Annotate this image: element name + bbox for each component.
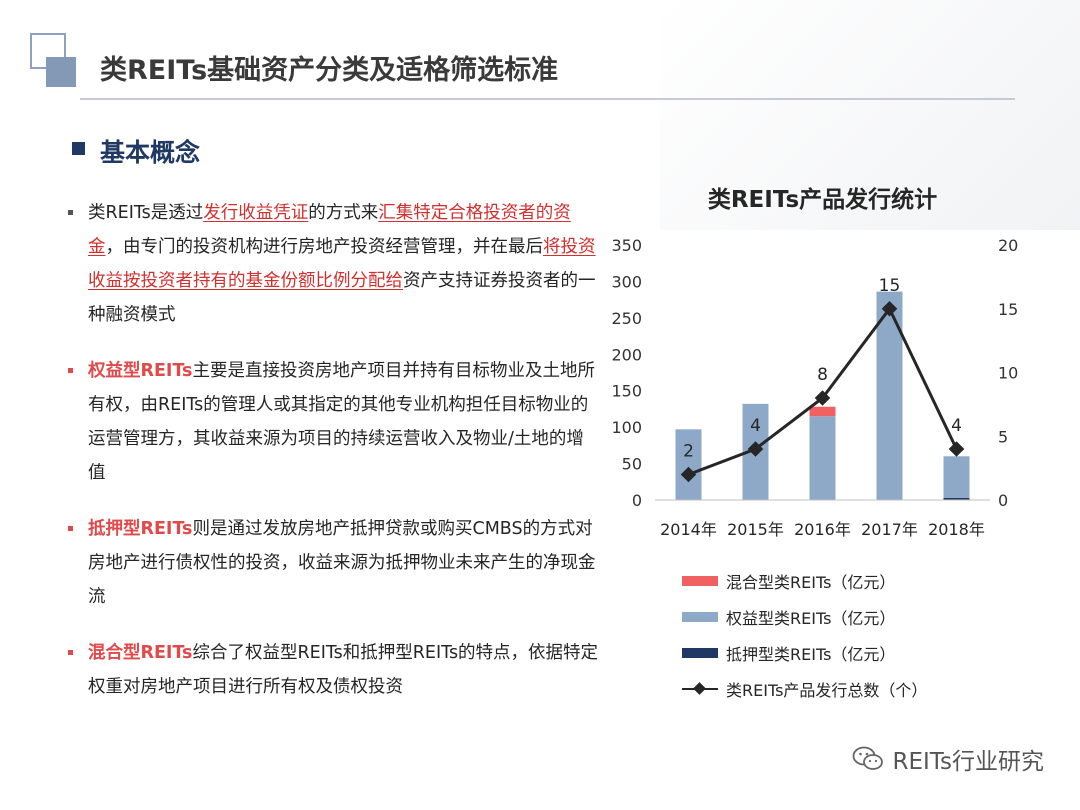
y2-tick-label: 5 (998, 427, 1008, 446)
page-title: 类REITs基础资产分类及适格筛选标准 (100, 55, 559, 86)
bullet-item: 权益型REITs主要是直接投资房地产项目并持有目标物业及土地所有权，由REITs… (60, 354, 600, 490)
title-divider (80, 98, 1015, 100)
legend-label: 抵押型类REITs（亿元） (726, 645, 896, 664)
y-tick-label: 100 (611, 418, 642, 437)
bullet-text: ，由专门的投资机构进行房地产投资经营管理，并在最后 (105, 237, 544, 257)
bullet-item: 类REITs是透过发行收益凭证的方式来汇集特定合格投资者的资金，由专门的投资机构… (60, 196, 600, 332)
wechat-icon (853, 746, 884, 770)
y-tick-label: 0 (632, 491, 642, 510)
bullet-item: 混合型REITs综合了权益型REITs和抵押型REITs的特点，依据特定权重对房… (60, 636, 600, 704)
y2-tick-label: 10 (998, 364, 1018, 383)
data-label: 8 (817, 365, 828, 385)
bar-segment (675, 429, 702, 500)
x-tick-label: 2018年 (928, 520, 985, 539)
bullet-item: 抵押型REITs则是通过发放房地产抵押贷款或购买CMBS的方式对房地产进行债权性… (60, 512, 600, 614)
title-decoration-fill (46, 57, 76, 87)
watermark: REITs行业研究 (852, 742, 1044, 776)
y-tick-label: 250 (611, 309, 642, 328)
bullet-marker-icon (68, 526, 73, 531)
bullet-text: 主要是直接投资房地产项目并持有目标物业及土地所有权，由REITs的管理人或其指定… (88, 361, 595, 483)
legend-item: 类REITs产品发行总数（个） (682, 671, 927, 707)
y-tick-label: 300 (611, 272, 642, 291)
legend-label: 混合型类REITs（亿元） (726, 573, 896, 592)
x-tick-label: 2015年 (727, 520, 784, 539)
bar-segment (809, 406, 836, 417)
y-tick-label: 50 (622, 455, 642, 474)
legend-swatch (682, 576, 718, 586)
y-tick-label: 350 (611, 236, 642, 255)
x-tick-label: 2016年 (794, 520, 851, 539)
x-tick-label: 2014年 (660, 520, 717, 539)
data-label: 4 (750, 416, 761, 436)
keyword-text: 混合型REITs (88, 643, 193, 663)
legend-swatch (682, 612, 718, 622)
y2-tick-label: 20 (998, 236, 1018, 255)
data-label: 4 (951, 416, 962, 436)
bullet-marker-icon (68, 368, 73, 373)
line-point (948, 441, 965, 457)
keyword-text: 抵押型REITs (88, 519, 193, 539)
data-label: 2 (683, 442, 694, 462)
keyword-text: 权益型REITs (88, 361, 193, 381)
section-title: 基本概念 (100, 138, 201, 167)
bar-segment (943, 456, 970, 498)
y2-tick-label: 15 (998, 300, 1018, 319)
bullet-text: 类REITs是透过 (88, 203, 204, 223)
concept-bullet-list: 类REITs是透过发行收益凭证的方式来汇集特定合格投资者的资金，由专门的投资机构… (60, 196, 600, 726)
bullet-marker-icon (68, 650, 73, 655)
bullet-text: 的方式来 (308, 203, 379, 223)
chart-title: 类REITs产品发行统计 (708, 186, 937, 213)
highlighted-text: 发行收益凭证 (203, 203, 309, 223)
highlighted-text: 汇集特定合格投资者的资金 (88, 203, 571, 257)
legend-item: 混合型类REITs（亿元） (682, 563, 927, 599)
bar-segment (809, 416, 836, 500)
legend-item: 权益型类REITs（亿元） (682, 599, 927, 635)
bullet-text: 资产支持证券投资者的一种融资模式 (88, 271, 596, 325)
y2-tick-label: 0 (998, 491, 1008, 510)
bullet-text: 综合了权益型REITs和抵押型REITs的特点，依据特定权重对房地产项目进行所有… (88, 643, 599, 697)
bullet-marker-icon (68, 210, 73, 215)
background-decoration (660, 0, 1080, 230)
legend-item: 抵押型类REITs（亿元） (682, 635, 927, 671)
y-tick-label: 200 (611, 345, 642, 364)
section-square-icon (72, 142, 85, 155)
bar-segment (943, 497, 970, 500)
legend-label: 权益型类REITs（亿元） (726, 609, 896, 628)
watermark-text: REITs行业研究 (892, 749, 1044, 775)
legend-label: 类REITs产品发行总数（个） (726, 681, 928, 700)
highlighted-text: 将投资收益按投资者持有的基金份额比例分配给 (88, 237, 596, 291)
data-label: 15 (879, 276, 901, 296)
bullet-text: 则是通过发放房地产抵押贷款或购买CMBS的方式对房地产进行债权性的投资，收益来源… (88, 519, 596, 607)
chart-canvas: 类REITs产品发行统计 0 50 100 150 200 250 300 350 0 5 10 15 2… (611, 186, 1018, 539)
y-tick-label: 150 (611, 382, 642, 401)
legend-swatch (682, 648, 718, 658)
reits-issuance-chart: 类REITs产品发行统计 0 50 100 150 200 250 300 350 0 5 10 15 2… (600, 175, 1040, 715)
x-tick-label: 2017年 (861, 520, 918, 539)
chart-legend: 混合型类REITs（亿元） 权益型类REITs（亿元） 抵押型类REITs（亿元） 类… (682, 563, 927, 707)
line-marker-icon (682, 684, 718, 694)
